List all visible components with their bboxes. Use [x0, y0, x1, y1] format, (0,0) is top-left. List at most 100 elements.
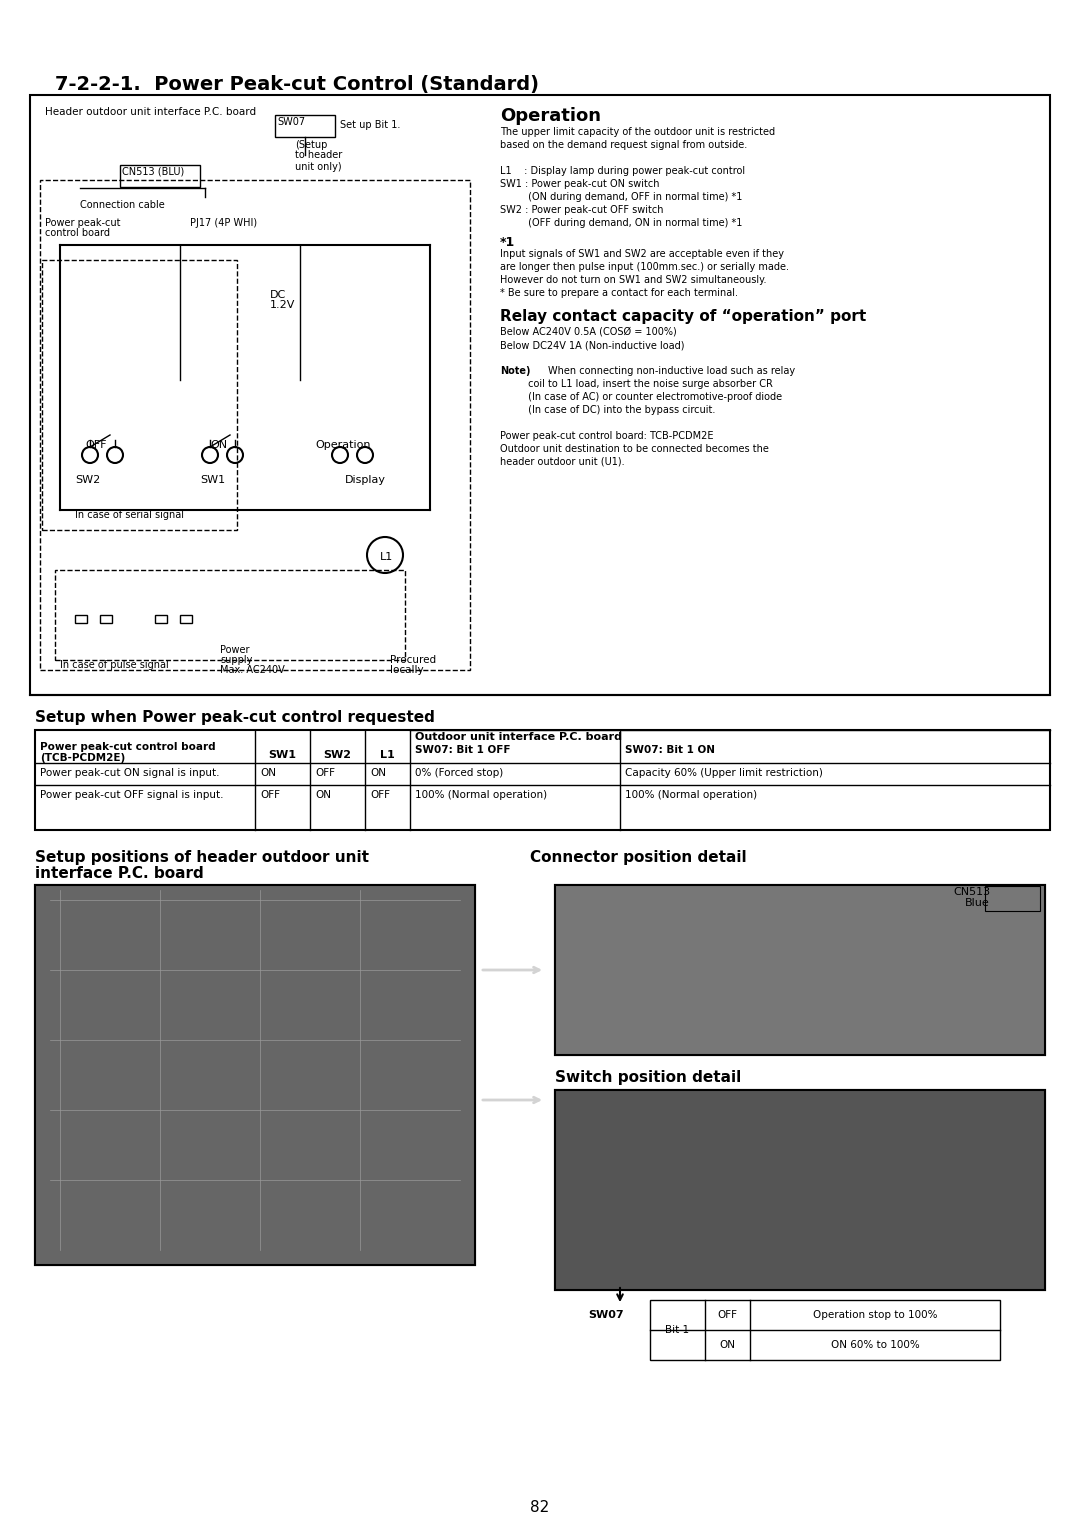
Bar [35, 885, 475, 1265]
Bar [75, 614, 87, 623]
Text: Set up Bit 1.: Set up Bit 1. [340, 121, 401, 130]
Text: (OFF during demand, ON in normal time) *1: (OFF during demand, ON in normal time) *… [500, 219, 742, 228]
Text: Display: Display [345, 475, 386, 484]
Text: OFF: OFF [370, 790, 390, 801]
Bar [985, 886, 1040, 911]
Text: Capacity 60% (Upper limit restriction): Capacity 60% (Upper limit restriction) [625, 769, 823, 778]
Text: ON 60% to 100%: ON 60% to 100% [831, 1340, 919, 1351]
Text: Note): Note) [500, 367, 530, 376]
Bar [55, 570, 405, 660]
Text: CN513 (BLU): CN513 (BLU) [122, 167, 185, 177]
Text: (In case of DC) into the bypass circuit.: (In case of DC) into the bypass circuit. [500, 405, 715, 416]
Text: (Setup: (Setup [295, 141, 327, 150]
Text: Setup when Power peak-cut control requested: Setup when Power peak-cut control reques… [35, 711, 435, 724]
Text: ON: ON [315, 790, 330, 801]
Text: SW2: SW2 [75, 475, 100, 484]
Text: SW07: Bit 1 OFF: SW07: Bit 1 OFF [415, 746, 511, 755]
Bar [650, 1300, 1000, 1360]
Bar [40, 180, 470, 669]
Bar [35, 885, 475, 1265]
Text: SW1 : Power peak-cut ON switch: SW1 : Power peak-cut ON switch [500, 179, 660, 189]
Text: Outdoor unit interface P.C. board: Outdoor unit interface P.C. board [415, 732, 622, 743]
Text: 0% (Forced stop): 0% (Forced stop) [415, 769, 503, 778]
Text: Power peak-cut OFF signal is input.: Power peak-cut OFF signal is input. [40, 790, 224, 801]
Text: ON: ON [210, 440, 227, 451]
Text: Input signals of SW1 and SW2 are acceptable even if they: Input signals of SW1 and SW2 are accepta… [500, 249, 784, 260]
Text: ON: ON [370, 769, 386, 778]
Text: Relay contact capacity of “operation” port: Relay contact capacity of “operation” po… [500, 309, 866, 324]
Text: Operation: Operation [315, 440, 370, 451]
Text: *1: *1 [500, 235, 515, 249]
Text: SW07: SW07 [588, 1309, 623, 1320]
Bar [156, 614, 167, 623]
Text: Power peak-cut control board: Power peak-cut control board [40, 743, 216, 752]
Text: OFF: OFF [315, 769, 335, 778]
Text: SW1: SW1 [268, 750, 296, 759]
Text: ON: ON [719, 1340, 735, 1351]
Text: Setup positions of header outdoor unit: Setup positions of header outdoor unit [35, 850, 369, 865]
Text: DC: DC [270, 290, 286, 299]
Bar [35, 730, 1050, 830]
Text: When connecting non-inductive load such as relay: When connecting non-inductive load such … [548, 367, 795, 376]
Text: PJ17 (4P WHI): PJ17 (4P WHI) [190, 219, 257, 228]
Bar [100, 614, 112, 623]
Text: supply: supply [220, 656, 253, 665]
Text: OFF: OFF [85, 440, 107, 451]
Text: Max. AC240V: Max. AC240V [220, 665, 285, 675]
Text: 1.2V: 1.2V [270, 299, 295, 310]
Text: Below AC240V 0.5A (COSØ = 100%): Below AC240V 0.5A (COSØ = 100%) [500, 327, 677, 338]
Text: unit only): unit only) [295, 162, 341, 173]
Bar [120, 165, 200, 186]
Text: Operation: Operation [500, 107, 600, 125]
Text: based on the demand request signal from outside.: based on the demand request signal from … [500, 141, 747, 150]
Bar [42, 260, 237, 530]
Text: L1: L1 [380, 552, 393, 562]
Text: control board: control board [45, 228, 110, 238]
Bar [180, 614, 192, 623]
Text: to header: to header [295, 150, 342, 160]
Bar [555, 885, 1045, 1054]
Text: SW2: SW2 [323, 750, 351, 759]
Text: are longer then pulse input (100mm.sec.) or serially made.: are longer then pulse input (100mm.sec.)… [500, 261, 789, 272]
Text: Connection cable: Connection cable [80, 200, 165, 209]
Text: 7-2-2-1.  Power Peak-cut Control (Standard): 7-2-2-1. Power Peak-cut Control (Standar… [55, 75, 539, 95]
Text: Below DC24V 1A (Non-inductive load): Below DC24V 1A (Non-inductive load) [500, 341, 685, 350]
Text: SW07: Bit 1 ON: SW07: Bit 1 ON [625, 746, 715, 755]
Text: (In case of AC) or counter electromotive-proof diode: (In case of AC) or counter electromotive… [500, 393, 782, 402]
Text: ON: ON [260, 769, 276, 778]
Bar [30, 95, 1050, 695]
Text: Power peak-cut control board: TCB-PCDM2E: Power peak-cut control board: TCB-PCDM2E [500, 431, 714, 442]
Text: SW07: SW07 [276, 118, 306, 127]
Text: OFF: OFF [717, 1309, 737, 1320]
Bar [555, 1089, 1045, 1290]
Text: coil to L1 load, insert the noise surge absorber CR: coil to L1 load, insert the noise surge … [500, 379, 773, 390]
Text: interface P.C. board: interface P.C. board [35, 866, 204, 882]
Text: OFF: OFF [260, 790, 280, 801]
Text: However do not turn on SW1 and SW2 simultaneously.: However do not turn on SW1 and SW2 simul… [500, 275, 767, 286]
Text: 82: 82 [530, 1500, 550, 1514]
Text: L1: L1 [380, 750, 394, 759]
Text: L1    : Display lamp during power peak-cut control: L1 : Display lamp during power peak-cut … [500, 167, 745, 176]
Bar [555, 885, 1045, 1054]
Text: Outdoor unit destination to be connected becomes the: Outdoor unit destination to be connected… [500, 445, 769, 454]
Text: Switch position detail: Switch position detail [555, 1070, 741, 1085]
Text: CN513: CN513 [953, 886, 990, 897]
Text: Blue: Blue [966, 898, 990, 908]
Text: 100% (Normal operation): 100% (Normal operation) [415, 790, 548, 801]
Bar [555, 1089, 1045, 1290]
Text: Power peak-cut ON signal is input.: Power peak-cut ON signal is input. [40, 769, 219, 778]
Text: 100% (Normal operation): 100% (Normal operation) [625, 790, 757, 801]
Text: Power: Power [220, 645, 249, 656]
Text: SW1: SW1 [200, 475, 225, 484]
Text: header outdoor unit (U1).: header outdoor unit (U1). [500, 457, 624, 468]
Text: * Be sure to prepare a contact for each terminal.: * Be sure to prepare a contact for each … [500, 287, 738, 298]
Text: Connector position detail: Connector position detail [530, 850, 746, 865]
Text: Header outdoor unit interface P.C. board: Header outdoor unit interface P.C. board [45, 107, 256, 118]
Text: Operation stop to 100%: Operation stop to 100% [813, 1309, 937, 1320]
Text: In case of pulse signal: In case of pulse signal [60, 660, 168, 669]
Text: SW2 : Power peak-cut OFF switch: SW2 : Power peak-cut OFF switch [500, 205, 663, 215]
Text: Bit 1: Bit 1 [665, 1325, 689, 1335]
Text: Power peak-cut: Power peak-cut [45, 219, 121, 228]
Text: (ON during demand, OFF in normal time) *1: (ON during demand, OFF in normal time) *… [500, 193, 742, 202]
Bar [275, 115, 335, 138]
